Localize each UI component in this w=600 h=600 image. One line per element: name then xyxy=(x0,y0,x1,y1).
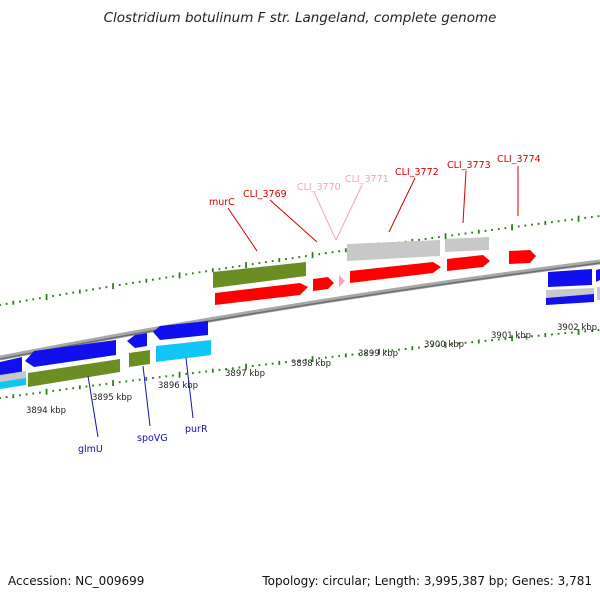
genome-summary: Topology: circular; Length: 3,995,387 bp… xyxy=(262,574,592,588)
gene-cli-3771[interactable] xyxy=(339,275,345,287)
scale-label: 3897 kbp xyxy=(225,369,265,379)
scale-label: 3896 kbp xyxy=(158,381,198,391)
gene-spovg[interactable] xyxy=(129,350,150,367)
scale-label: 3900 kbp xyxy=(424,340,464,350)
gene-label-cli-3772[interactable]: CLI_3772 xyxy=(395,167,439,178)
bottom-label-lines xyxy=(87,357,194,438)
gene-right-grey-2[interactable] xyxy=(597,287,600,300)
gene-murc-outer[interactable] xyxy=(213,262,306,288)
scale-label: 3898 kbp xyxy=(291,359,331,369)
gene-cli-3772[interactable] xyxy=(350,262,441,283)
gene-purr-blue[interactable] xyxy=(153,321,208,340)
gene-right-blue-2[interactable] xyxy=(596,269,600,282)
gene-spovg-blue[interactable] xyxy=(127,333,147,348)
gene-glmu[interactable] xyxy=(28,359,120,387)
gene-right-blue[interactable] xyxy=(548,269,592,287)
gene-purr[interactable] xyxy=(156,340,211,362)
bottom-gene-labels: glmU spoVG purR xyxy=(78,424,208,455)
gene-cli-3770[interactable] xyxy=(347,240,440,261)
gene-murc[interactable] xyxy=(215,283,308,305)
gene-label-cli-3769[interactable]: CLI_3769 xyxy=(243,189,287,200)
gene-label-murc[interactable]: murC xyxy=(209,197,235,208)
gene-label-cli-3770[interactable]: CLI_3770 xyxy=(297,182,341,193)
gene-label-purr[interactable]: purR xyxy=(185,424,208,435)
genome-backbone-shade xyxy=(0,262,600,360)
gene-cli-3773[interactable] xyxy=(445,237,489,252)
bottom-tick-row xyxy=(0,328,600,399)
gene-label-spovg[interactable]: spoVG xyxy=(137,433,168,444)
scale-label: 3894 kbp xyxy=(26,406,66,416)
gene-label-glmu[interactable]: glmU xyxy=(78,444,103,455)
scale-label: 3895 kbp xyxy=(92,393,132,403)
gene-cli-3774[interactable] xyxy=(509,250,536,264)
genome-backbone xyxy=(0,259,600,361)
gene-left-grey[interactable] xyxy=(0,371,26,382)
gene-right-blue-3[interactable] xyxy=(546,294,594,305)
scale-label: 3899 kbp xyxy=(358,349,398,359)
accession-label: Accession: NC_009699 xyxy=(8,574,145,588)
gene-glmu-blue[interactable] xyxy=(25,340,116,367)
scale-labels: 3894 kbp 3895 kbp 3896 kbp 3897 kbp 3898… xyxy=(26,323,597,416)
gene-label-cli-3774[interactable]: CLI_3774 xyxy=(497,154,541,165)
gene-cli-3773b[interactable] xyxy=(447,255,490,271)
scale-label: 3902 kbp xyxy=(557,323,597,333)
gene-label-cli-3773[interactable]: CLI_3773 xyxy=(447,160,491,171)
scale-label: 3901 kbp xyxy=(491,331,531,341)
top-label-lines xyxy=(227,166,519,252)
top-gene-labels: murC CLI_3769 CLI_3770 CLI_3771 CLI_3772… xyxy=(209,154,541,208)
gene-label-cli-3771[interactable]: CLI_3771 xyxy=(345,174,389,185)
gene-cli-3769[interactable] xyxy=(313,277,334,291)
genome-title: Clostridium botulinum F str. Langeland, … xyxy=(103,10,497,26)
